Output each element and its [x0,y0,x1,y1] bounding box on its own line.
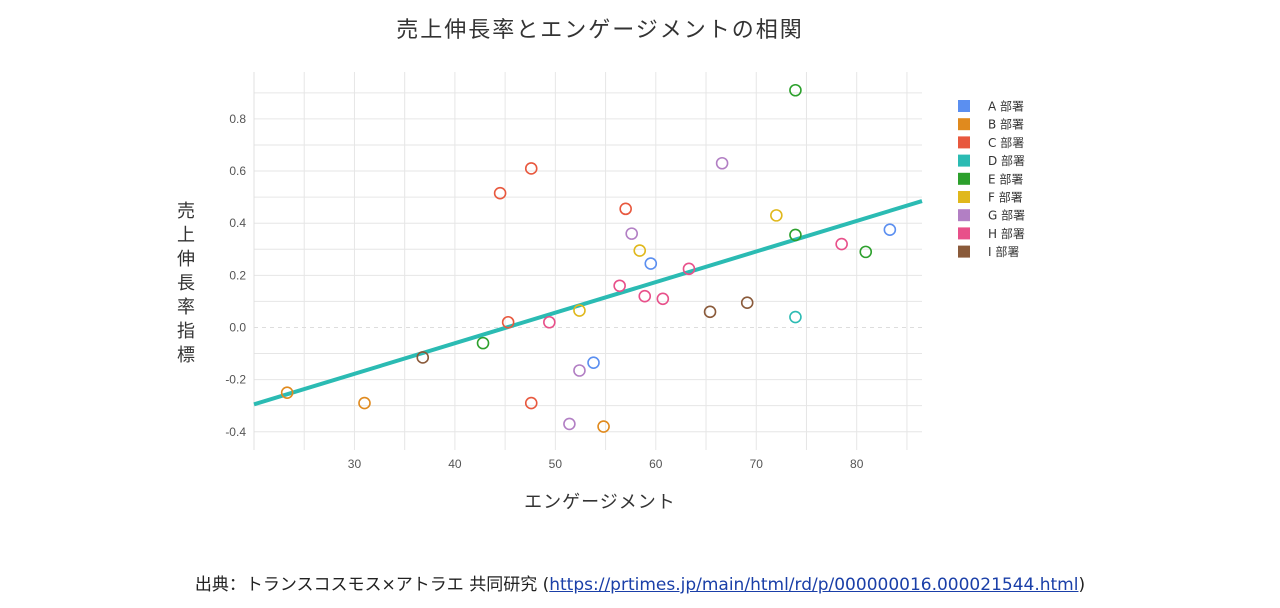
legend-swatch [958,245,970,258]
legend-label: E 部署 [988,171,1023,186]
legend-swatch [958,209,970,222]
data-point [835,237,848,251]
trend-line [253,199,923,407]
legend-swatch [958,154,970,167]
data-point [656,292,670,306]
data-point [573,364,586,377]
source-citation: 出典：トランスコスモス×アトラエ 共同研究 (https://prtimes.j… [0,570,1280,595]
grid-lines [253,72,922,450]
data-point [597,420,610,433]
legend-label: C 部署 [988,135,1024,150]
data-point [573,304,586,317]
legend-swatch [958,136,970,149]
data-point [416,351,430,364]
data-point [625,227,638,240]
legend: A 部署 B 部署 C 部署 D 部署 E 部署 F 部署 G 部署 H 部署 I 部署 [958,99,1025,259]
x-tick-label: 70 [750,457,764,471]
legend-label: B 部署 [988,117,1024,132]
data-point [789,83,802,97]
y-tick-label: 0.0 [229,320,246,334]
y-tick-label: -0.4 [225,425,246,439]
data-point [543,315,556,329]
data-point [883,223,897,237]
data-point [501,315,515,329]
data-point [770,209,783,222]
legend-label: D 部署 [988,153,1025,168]
y-tick-label: 0.4 [229,216,246,230]
chart-title: 売上伸長率とエンゲージメントの相関 [396,18,804,43]
x-tick-label: 50 [549,457,563,471]
data-point [644,257,658,270]
legend-label: A 部署 [988,99,1024,114]
source-suffix: ) [1078,575,1086,595]
source-prefix: 出典：トランスコスモス×アトラエ 共同研究 ( [194,575,550,595]
x-tick-label: 60 [649,457,663,471]
y-tick-label: -0.2 [225,373,246,387]
data-point [524,162,538,175]
y-tick-label: 0.2 [229,268,246,282]
data-point [740,296,754,310]
data-point [638,289,652,303]
source-link[interactable]: https://prtimes.jp/main/html/rd/p/000000… [549,575,1079,595]
legend-swatch [958,191,970,203]
x-tick-label: 80 [850,457,864,471]
data-point [524,396,538,410]
legend-label: H 部署 [988,226,1025,241]
data-point [613,279,626,293]
data-point [703,305,717,319]
legend-label: G 部署 [988,208,1025,223]
data-point [476,336,490,350]
data-point [563,417,576,431]
x-tick-label: 30 [348,457,362,471]
data-point [358,396,371,410]
data-point [280,386,294,399]
data-point [789,228,802,242]
data-point [587,356,600,369]
trend-line-group [253,199,923,407]
tick-labels: 30 40 50 60 70 80 -0.4 -0.2 0.0 0.2 0.4 0.6 0.8 [225,112,863,471]
data-point [493,186,507,200]
data-points [280,83,897,433]
legend-label: F 部署 [988,190,1023,205]
y-axis-label: 売上伸長率指標 [177,201,195,366]
x-axis-label: エンゲージメント [524,492,676,513]
x-tick-label: 40 [448,457,462,471]
legend-swatch [958,118,970,131]
y-tick-label: 0.6 [229,164,246,178]
y-tick-label: 0.8 [229,112,246,126]
data-point [682,262,696,276]
data-point [633,244,647,257]
legend-swatch [958,227,970,240]
data-point [859,245,873,259]
legend-swatch [958,100,970,112]
data-point [619,202,632,216]
legend-label: I 部署 [988,244,1019,259]
data-point [715,156,729,170]
legend-swatch [958,172,970,185]
data-point [789,310,802,324]
